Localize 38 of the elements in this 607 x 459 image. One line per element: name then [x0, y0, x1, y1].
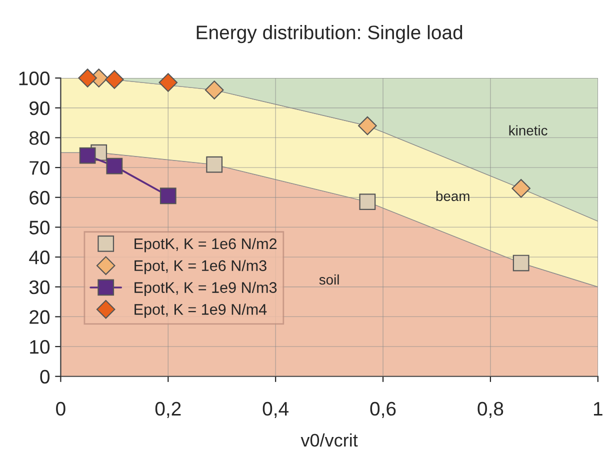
x-tick-label: 0,6 [370, 402, 396, 418]
point [158, 73, 178, 92]
series-label: kinetic [509, 125, 548, 136]
x-tick-label: 0,4 [262, 402, 289, 418]
y-tick-label: 50 [29, 220, 50, 234]
y-tick-label: 70 [30, 161, 50, 175]
series-label: soil [319, 274, 339, 285]
point [512, 179, 530, 198]
y-tick-label: 90 [30, 101, 50, 116]
y-tick-label: 40 [29, 250, 50, 264]
legend-label: Epot, K = 1e9 N/m4 [134, 304, 267, 318]
point [78, 68, 97, 88]
point [79, 147, 96, 164]
legend-label: EpotK, K = 1e6 N/m2 [134, 238, 277, 252]
point [160, 188, 176, 204]
chart-title: Energy distribution: Single load [196, 25, 462, 44]
y-tick-label: 20 [30, 310, 50, 324]
x-axis-title: v0/vcrit [300, 433, 358, 447]
point [206, 156, 223, 173]
y-tick-label: 30 [29, 280, 50, 294]
y-tick-label: 60 [30, 190, 50, 205]
x-tick-label: 0 [56, 402, 66, 416]
point [204, 80, 224, 100]
y-tick-label: 0 [40, 370, 50, 384]
y-tick-label: 80 [30, 131, 50, 145]
point [359, 194, 376, 210]
x-tick-label: 0,2 [155, 402, 181, 418]
legend-label: Epot, K = 1e6 N/m3 [134, 260, 266, 274]
x-tick-label: 1 [594, 402, 602, 416]
point [512, 254, 530, 272]
point [358, 116, 377, 136]
y-tick-label: 10 [30, 340, 50, 354]
x-tick-label: 0,8 [478, 402, 504, 418]
point [105, 70, 124, 89]
point [106, 158, 123, 174]
y-tick-label: 100 [19, 72, 50, 86]
series-label: beam [436, 190, 470, 202]
legend-label: EpotK, K = 1e9 N/m3 [134, 282, 277, 296]
